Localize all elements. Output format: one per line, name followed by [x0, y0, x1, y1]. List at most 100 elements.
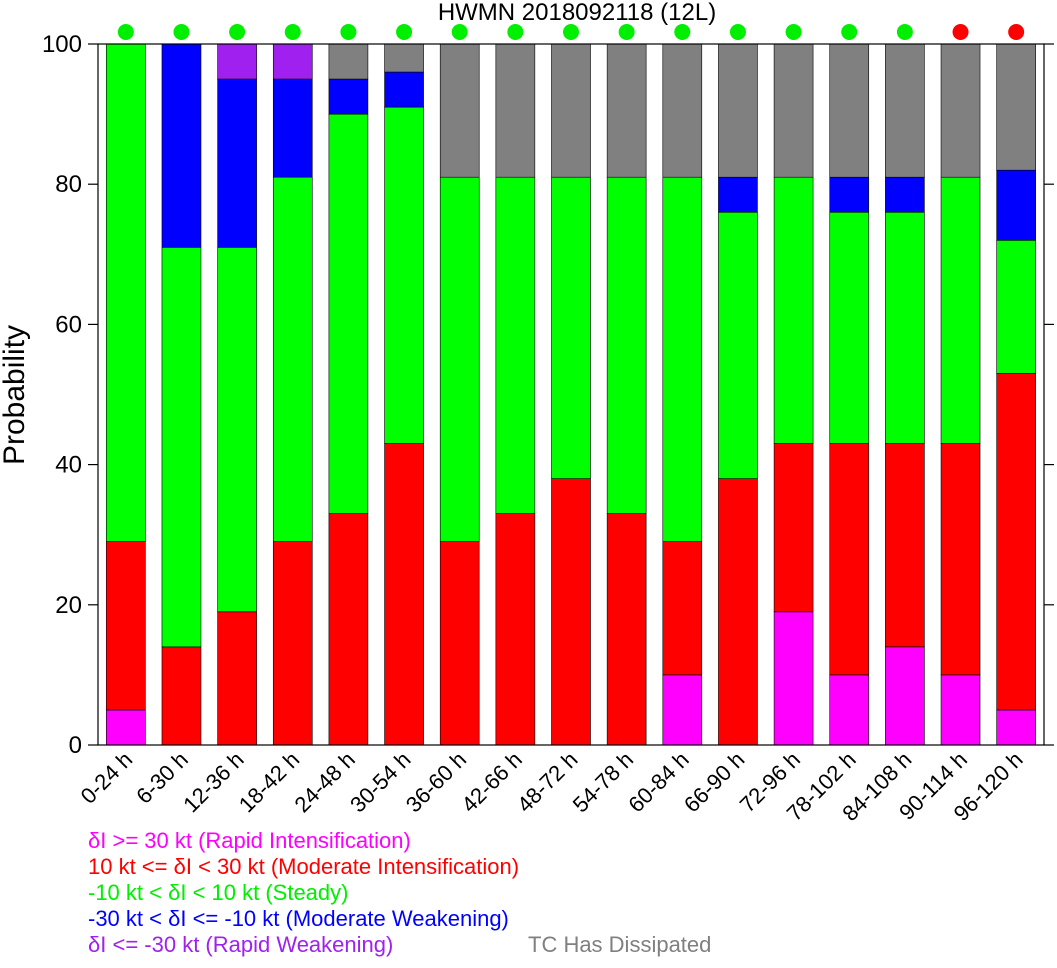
bar-segment-mi [940, 443, 981, 676]
bar-segment-dissipated [829, 43, 870, 178]
y-tick-label: 0 [69, 732, 82, 759]
legend-item-moderate-intensification: 10 kt <= δI < 30 kt (Moderate Intensific… [88, 854, 520, 879]
status-dot-green [785, 24, 802, 40]
status-dot-red [952, 24, 969, 40]
bar-segment-ri [662, 674, 703, 746]
bar-segment-dissipated [773, 43, 814, 178]
legend-item-rapid-intensification: δI >= 30 kt (Rapid Intensification) [88, 828, 411, 853]
bar-segment-steady [217, 246, 257, 613]
bar-segment-steady [662, 176, 703, 543]
x-tick-label: 18-42 h [234, 747, 304, 817]
bar-segment-steady [161, 246, 202, 648]
bar-segment-mi [106, 541, 146, 711]
y-tick-label: 20 [55, 592, 82, 619]
bar-segment-mi [606, 513, 647, 746]
status-dots-layer [117, 24, 1025, 40]
x-tick-label: 54-78 h [568, 747, 638, 817]
x-tick-label: 24-48 h [290, 747, 360, 817]
plot-frame [97, 43, 1045, 746]
status-dot-green [284, 24, 301, 40]
bar-segment-dissipated [551, 43, 591, 178]
x-tick-label: 36-60 h [401, 747, 471, 817]
bar-segment-steady [606, 176, 647, 514]
status-dot-green [841, 24, 858, 40]
bar-segment-ri [996, 709, 1036, 746]
status-dot-green [451, 24, 468, 40]
bar-segment-dissipated [662, 43, 703, 178]
y-tick-label: 80 [55, 171, 82, 198]
bar-segment-steady [885, 211, 925, 444]
bar-segment-dissipated [328, 43, 369, 80]
status-dot-green [507, 24, 524, 40]
bar-segment-dissipated [495, 43, 536, 178]
bars-layer [106, 43, 1036, 746]
legend-item-steady: -10 kt < δI < 10 kt (Steady) [88, 880, 349, 905]
bar-segment-steady [551, 176, 591, 479]
bar-segment-mi [217, 611, 257, 746]
x-tick-label: 42-66 h [456, 747, 526, 817]
bar-segment-dissipated [718, 43, 758, 178]
legend-item-moderate-weakening: -30 kt < δI <= -10 kt (Moderate Weakenin… [88, 906, 509, 931]
status-dot-green [896, 24, 913, 40]
status-dot-red [1008, 24, 1025, 40]
status-dot-green [229, 24, 246, 40]
bar-segment-mi [328, 513, 369, 746]
bar-segment-dissipated [606, 43, 647, 178]
bar-segment-mw [328, 78, 369, 115]
bar-segment-steady [829, 211, 870, 444]
bar-segment-ri [773, 611, 814, 746]
bar-segment-mi [272, 541, 313, 746]
bar-segment-dissipated [885, 43, 925, 178]
status-dot-green [173, 24, 190, 40]
bar-segment-mi [551, 478, 591, 746]
y-tick-label: 100 [42, 31, 82, 58]
bar-segment-steady [940, 176, 981, 444]
status-dot-green [563, 24, 579, 40]
status-dot-green [674, 24, 691, 40]
x-tick-label: 66-90 h [679, 747, 749, 817]
x-tick-label: 60-84 h [623, 747, 693, 817]
legend: δI >= 30 kt (Rapid Intensification) 10 k… [88, 828, 519, 958]
bar-segment-mw [885, 176, 925, 213]
bar-segment-mi [495, 513, 536, 746]
status-dot-green [396, 24, 413, 40]
legend-item-dissipated: TC Has Dissipated [528, 932, 712, 957]
bar-segment-mi [161, 646, 202, 746]
bar-segment-mw [217, 78, 257, 248]
bar-segment-steady [328, 113, 369, 514]
x-tick-label: 12-36 h [178, 747, 248, 817]
bar-segment-mw [829, 176, 870, 213]
bar-segment-ri [940, 674, 981, 746]
legend-item-rapid-weakening: δI <= -30 kt (Rapid Weakening) [88, 932, 394, 957]
bar-segment-mi [662, 541, 703, 676]
bar-segment-mi [829, 443, 870, 676]
x-tick-label: 48-72 h [512, 747, 582, 817]
bar-segment-steady [773, 176, 814, 444]
status-dot-green [340, 24, 357, 40]
bar-segment-mi [718, 478, 758, 746]
bar-segment-mw [161, 43, 202, 248]
y-axis-label: Probability [0, 325, 31, 465]
bar-segment-steady [106, 43, 146, 543]
bar-segment-dissipated [384, 43, 424, 73]
bar-segment-mi [996, 373, 1036, 711]
bar-segment-ri [829, 674, 870, 746]
bar-segment-ri [885, 646, 925, 746]
x-tick-label: 0-24 h [76, 747, 138, 809]
chart-title: HWMN 2018092118 (12L) [438, 0, 716, 26]
bar-segment-rw [217, 43, 257, 80]
bar-segment-rw [272, 43, 313, 80]
status-dot-green [729, 24, 746, 40]
bar-segment-dissipated [996, 43, 1036, 171]
bar-segment-mw [384, 71, 424, 108]
x-tick-label: 30-54 h [345, 747, 415, 817]
bar-segment-mi [773, 443, 814, 613]
bar-segment-steady [495, 176, 536, 514]
bar-segment-dissipated [940, 43, 981, 178]
bar-segment-mi [384, 443, 424, 746]
bar-segment-mw [996, 169, 1036, 241]
bar-segment-steady [384, 106, 424, 444]
bar-segment-steady [272, 176, 313, 543]
status-dot-green [117, 24, 134, 40]
